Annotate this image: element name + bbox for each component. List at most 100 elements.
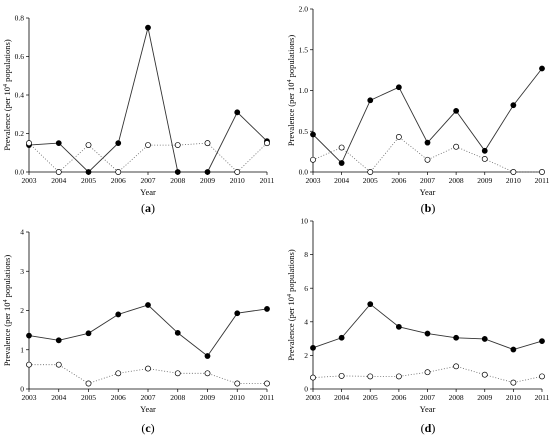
x-tick-label: 2008 — [449, 393, 464, 402]
panel-caption: (c) — [141, 421, 154, 435]
data-point-filled — [234, 310, 241, 317]
data-point-open — [85, 380, 92, 387]
data-point-filled — [55, 140, 62, 147]
y-tick-label: 1.5 — [299, 45, 309, 54]
data-point-open — [264, 380, 270, 387]
data-point-open — [481, 156, 488, 162]
y-tick-label: 0.4 — [15, 91, 25, 100]
data-point-filled — [55, 337, 62, 344]
x-tick-label: 2007 — [420, 176, 435, 185]
data-point-open — [145, 142, 151, 148]
data-point-filled — [453, 107, 460, 114]
y-tick-label: 0.0 — [299, 168, 309, 177]
data-point-open — [115, 370, 122, 377]
data-point-filled — [85, 330, 92, 337]
data-point-open — [26, 361, 32, 368]
x-tick-label: 2010 — [230, 176, 245, 185]
data-point-filled — [338, 334, 345, 341]
y-tick-label: 6 — [304, 284, 308, 293]
y-axis-title: Prevalence (per 104 populations) — [2, 39, 12, 151]
data-point-open — [264, 140, 270, 147]
y-tick-label: 4 — [20, 228, 24, 237]
data-point-filled — [481, 147, 488, 154]
panel-label: d — [425, 421, 432, 435]
data-point-filled — [115, 140, 122, 147]
data-point-filled — [174, 329, 181, 336]
data-point-open — [481, 371, 488, 378]
data-point-open — [55, 361, 62, 368]
data-point-filled — [204, 353, 211, 359]
data-point-open — [367, 373, 374, 380]
y-axis-title: Prevalence (per 104 populations) — [286, 35, 296, 147]
x-tick-label: 2011 — [535, 176, 550, 185]
data-point-open — [424, 156, 431, 163]
x-tick-label: 2007 — [141, 393, 156, 402]
data-point-filled — [174, 169, 181, 175]
y-tick-label: 0.0 — [15, 168, 25, 177]
panel-label: a — [145, 201, 151, 215]
data-point-open — [338, 372, 345, 379]
data-point-filled — [539, 65, 545, 72]
data-point-filled — [115, 311, 122, 318]
x-tick-label: 2011 — [535, 393, 550, 402]
data-point-open — [510, 379, 517, 386]
data-point-filled — [367, 301, 374, 308]
chart-panel-a: 0.0 0.2 0.4 0.6 0.8 2003 2004 2005 2006 2007 2008 2… — [2, 14, 275, 215]
y-tick-label: 0.5 — [299, 127, 309, 136]
y-tick-label: 2.0 — [299, 5, 309, 14]
data-point-filled — [424, 139, 431, 146]
y-tick-label: 1 — [20, 345, 24, 354]
data-point-filled — [424, 330, 431, 337]
x-tick-label: 2003 — [22, 393, 37, 402]
data-point-open — [310, 156, 316, 163]
data-point-filled — [264, 306, 270, 312]
series-line-filled — [28, 304, 268, 357]
data-point-open — [26, 140, 32, 147]
data-point-open — [338, 144, 345, 151]
chart-panel-b: 0.0 0.5 1.0 1.5 2.0 2003 2004 2005 2006 2007 2008 2… — [286, 5, 550, 215]
x-tick-label: 2010 — [506, 176, 521, 185]
x-tick-label: 2011 — [260, 176, 275, 185]
y-tick-label: 0 — [20, 385, 24, 394]
data-point-open — [55, 169, 62, 175]
x-tick-label: 2003 — [22, 176, 37, 185]
data-point-open — [453, 363, 460, 370]
data-point-open — [367, 169, 374, 175]
data-point-filled — [539, 338, 545, 345]
x-tick-label: 2005 — [363, 176, 378, 185]
x-axis-title: Year — [420, 187, 436, 197]
data-point-filled — [26, 332, 32, 339]
x-tick-label: 2004 — [51, 176, 66, 185]
panel-caption: (b) — [421, 201, 436, 215]
x-tick-label: 2003 — [306, 176, 321, 185]
data-point-filled — [367, 97, 374, 104]
x-tick-label: 2010 — [506, 393, 521, 402]
x-tick-label: 2009 — [200, 393, 215, 402]
data-point-open — [453, 143, 460, 150]
data-point-open — [395, 134, 402, 140]
x-tick-label: 2011 — [260, 393, 275, 402]
x-tick-label: 2006 — [391, 393, 406, 402]
data-point-filled — [310, 131, 316, 138]
x-tick-label: 2007 — [420, 393, 435, 402]
data-point-open — [85, 142, 92, 148]
panel-label: b — [425, 201, 432, 215]
data-point-filled — [85, 169, 92, 175]
data-point-filled — [481, 336, 488, 342]
series-line-filled — [312, 303, 543, 350]
data-point-open — [234, 169, 241, 175]
data-point-filled — [453, 334, 460, 341]
x-tick-label: 2006 — [111, 393, 126, 402]
data-point-filled — [145, 302, 151, 308]
x-axis-title: Year — [140, 187, 156, 197]
x-tick-label: 2005 — [363, 393, 378, 402]
x-tick-label: 2007 — [141, 176, 156, 185]
x-tick-label: 2004 — [334, 176, 349, 185]
data-point-open — [234, 380, 241, 387]
series-line-filled — [28, 27, 268, 173]
data-point-open — [174, 142, 181, 148]
x-tick-label: 2009 — [200, 176, 215, 185]
x-tick-label: 2009 — [477, 176, 492, 185]
x-tick-label: 2004 — [334, 393, 349, 402]
